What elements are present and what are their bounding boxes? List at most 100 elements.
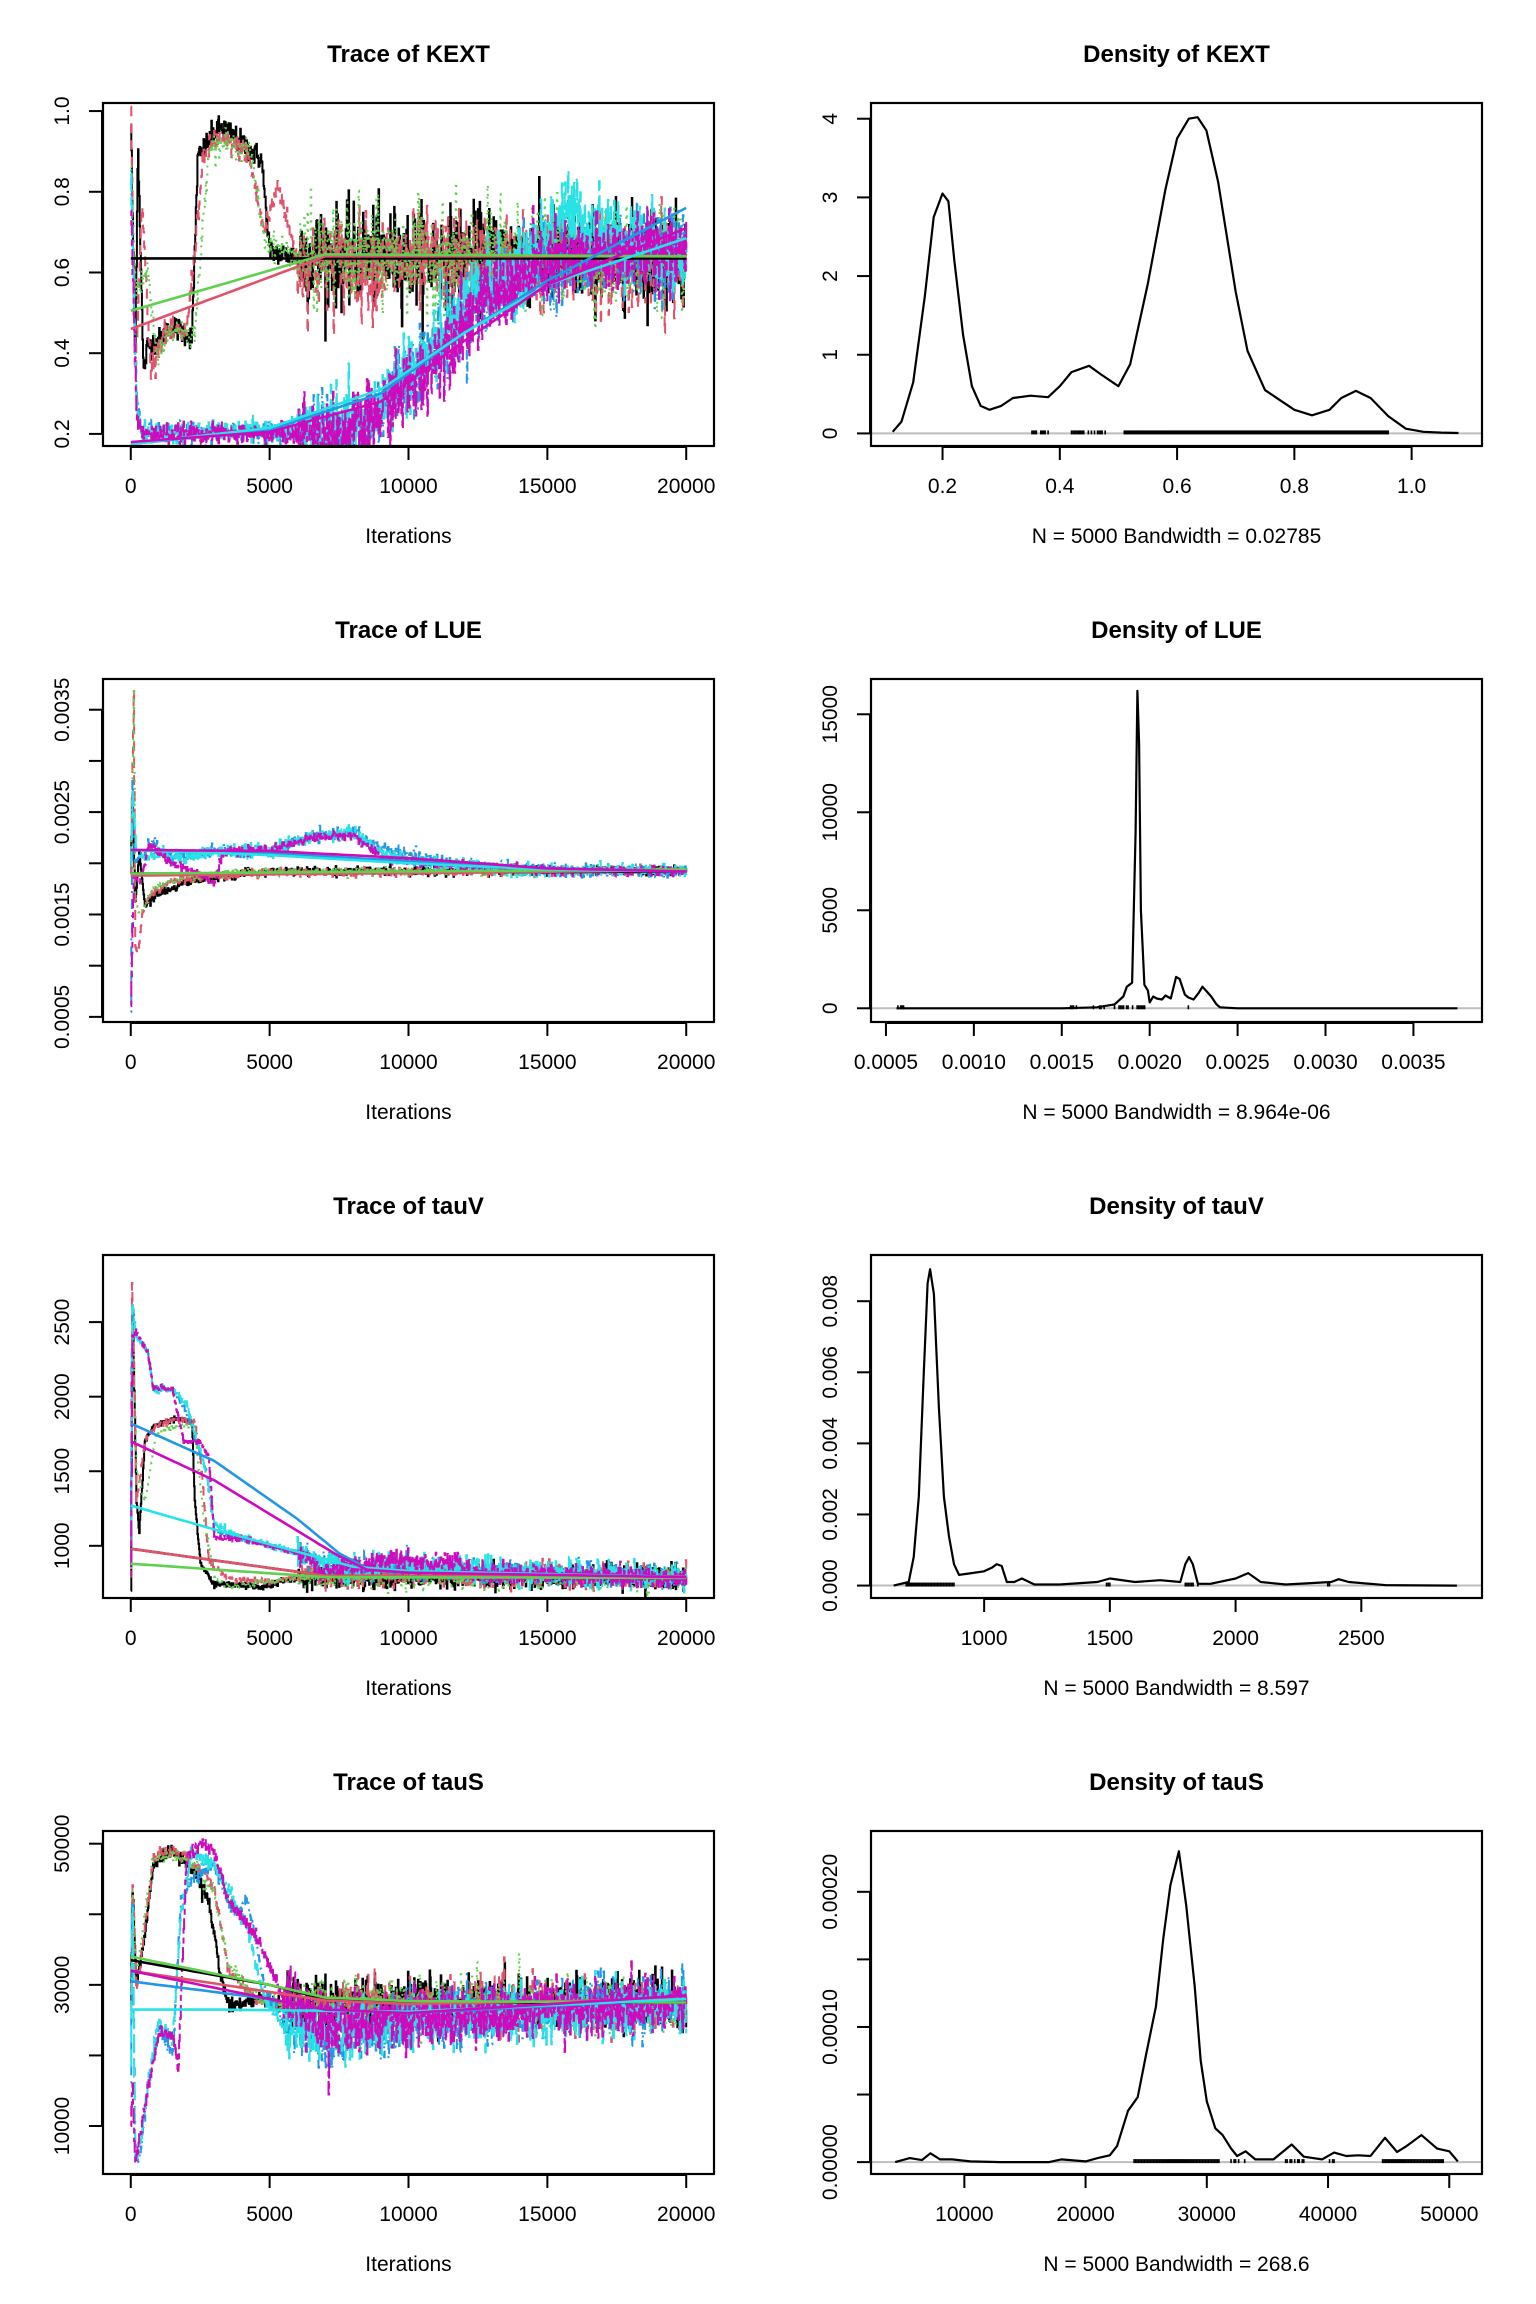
x-tick-label: 15000 xyxy=(518,2203,576,2226)
x-axis: 0 5000 10000 15000 20000 xyxy=(125,1022,715,1074)
smooth-line-chain6 xyxy=(130,1440,687,1579)
x-tick-label: 10000 xyxy=(379,2203,437,2226)
x-tick-label: 0.2 xyxy=(928,475,957,498)
chart-title: Trace of tauV xyxy=(333,1193,484,1220)
smooth-line-chain5 xyxy=(130,236,687,446)
x-tick-label: 0.6 xyxy=(1162,475,1191,498)
y-tick-label: 0.008 xyxy=(819,1275,842,1328)
trace-line-chain4 xyxy=(130,780,688,1013)
x-tick-label: 10000 xyxy=(379,1627,437,1650)
x-tick-label: 15000 xyxy=(518,475,576,498)
y-tick-label: 2500 xyxy=(51,1299,74,1346)
trace-lines xyxy=(130,105,688,446)
density-panel-density-of-taus: Density of tauS 10000 20000 30000 40000 50000… xyxy=(819,1769,1484,2276)
x-tick-label: 0 xyxy=(125,1627,137,1650)
trace-line-chain6 xyxy=(130,1838,688,2165)
x-tick-label: 5000 xyxy=(246,1051,293,1074)
x-tick-label: 20000 xyxy=(657,1051,715,1074)
x-tick-label: 0.0020 xyxy=(1118,1051,1182,1074)
x-tick-label: 5000 xyxy=(246,475,293,498)
y-tick-label: 0.00020 xyxy=(819,1854,842,1930)
x-axis-label: Iterations xyxy=(365,1101,451,1124)
x-tick-label: 10000 xyxy=(379,1051,437,1074)
y-tick-label: 1.0 xyxy=(51,96,74,125)
smooth-line-chain6 xyxy=(130,1969,687,2015)
x-tick-label: 0.0010 xyxy=(942,1051,1006,1074)
y-tick-label: 0.006 xyxy=(819,1346,842,1399)
x-tick-label: 1500 xyxy=(1087,1627,1134,1650)
x-tick-label: 40000 xyxy=(1299,2203,1357,2226)
rug-marks xyxy=(1031,430,1389,435)
y-axis: 0.00000 0.00010 0.00020 xyxy=(819,1854,871,2200)
x-axis-label: N = 5000 Bandwidth = 0.02785 xyxy=(1032,525,1322,548)
trace-line-chain3 xyxy=(130,687,688,915)
density-panel-density-of-kext: Density of KEXT 0.2 0.4 0.6 0.8 1.0 N = 5000 B… xyxy=(819,41,1484,548)
x-tick-label: 0 xyxy=(125,475,137,498)
x-tick-label: 30000 xyxy=(1178,2203,1236,2226)
rug-marks xyxy=(1133,2159,1445,2164)
x-tick-label: 5000 xyxy=(246,2203,293,2226)
x-axis: 0 5000 10000 15000 20000 xyxy=(125,2174,715,2226)
density-curve xyxy=(896,689,1458,1010)
x-axis: 10000 20000 30000 40000 50000 xyxy=(935,2174,1478,2226)
x-tick-label: 2000 xyxy=(1212,1627,1259,1650)
y-tick-label: 0.0015 xyxy=(51,882,74,946)
y-axis: 10000 30000 50000 xyxy=(51,1815,103,2155)
x-axis: 0.0005 0.0010 0.0015 0.0020 0.0025 0.0030 0.00… xyxy=(854,1022,1446,1074)
x-tick-label: 20000 xyxy=(1056,2203,1114,2226)
x-tick-label: 20000 xyxy=(657,2203,715,2226)
x-tick-label: 20000 xyxy=(657,475,715,498)
trace-lines xyxy=(130,687,688,1013)
trace-line-chain2 xyxy=(130,105,688,380)
chart-title: Trace of LUE xyxy=(335,617,482,644)
x-tick-label: 0.8 xyxy=(1280,475,1309,498)
x-axis-label: Iterations xyxy=(365,2253,451,2276)
x-tick-label: 15000 xyxy=(518,1051,576,1074)
y-tick-label: 0.0035 xyxy=(51,678,74,742)
trace-panel-trace-of-kext: Trace of KEXT 0 5000 10000 15000 20000 Iterati… xyxy=(51,41,715,548)
y-tick-label: 0 xyxy=(819,428,842,440)
x-tick-label: 0.0015 xyxy=(1030,1051,1094,1074)
x-tick-label: 20000 xyxy=(657,1627,715,1650)
x-axis: 1000 1500 2000 2500 xyxy=(961,1598,1385,1650)
trace-lines xyxy=(130,1838,688,2165)
x-tick-label: 0 xyxy=(125,2203,137,2226)
chart-title: Density of KEXT xyxy=(1083,41,1270,68)
y-tick-label: 4 xyxy=(819,113,842,125)
y-axis: 0.000 0.002 0.004 0.006 0.008 xyxy=(819,1275,871,1612)
smooth-line-chain3 xyxy=(130,1562,687,1580)
trace-line-chain2 xyxy=(130,1282,688,1595)
x-tick-label: 10000 xyxy=(379,475,437,498)
trace-line-chain6 xyxy=(130,1328,688,1592)
y-axis: 0 5000 10000 15000 xyxy=(819,685,871,1014)
y-tick-label: 30000 xyxy=(51,1956,74,2014)
x-tick-label: 0.0005 xyxy=(854,1051,918,1074)
y-axis: 0.2 0.4 0.6 0.8 1.0 xyxy=(51,96,103,448)
x-tick-label: 5000 xyxy=(246,1627,293,1650)
y-tick-label: 0.0005 xyxy=(51,985,74,1049)
y-axis: 0 1 2 3 4 xyxy=(819,113,871,440)
y-tick-label: 10000 xyxy=(819,783,842,841)
y-tick-label: 1500 xyxy=(51,1448,74,1495)
density-curve xyxy=(893,1268,1457,1587)
trace-panel-trace-of-tauv: Trace of tauV 0 5000 10000 15000 20000 Iterati… xyxy=(51,1193,715,1700)
chart-title: Density of LUE xyxy=(1091,617,1262,644)
x-axis: 0 5000 10000 15000 20000 xyxy=(125,446,715,498)
trace-panel-trace-of-lue: Trace of LUE 0 5000 10000 15000 20000 Iteratio… xyxy=(51,617,715,1124)
smooth-line-chain6 xyxy=(130,226,687,444)
y-tick-label: 0.00010 xyxy=(819,1989,842,2065)
x-axis: 0 5000 10000 15000 20000 xyxy=(125,1598,715,1650)
y-tick-label: 15000 xyxy=(819,685,842,743)
x-axis-label: N = 5000 Bandwidth = 8.597 xyxy=(1043,1677,1309,1700)
y-tick-label: 0.8 xyxy=(51,177,74,206)
x-tick-label: 2500 xyxy=(1338,1627,1385,1650)
y-tick-label: 0.000 xyxy=(819,1559,842,1612)
y-axis: 0.0005 0.0015 0.0025 0.0035 xyxy=(51,678,103,1049)
x-tick-label: 0 xyxy=(125,1051,137,1074)
x-axis: 0.2 0.4 0.6 0.8 1.0 xyxy=(928,446,1426,498)
x-axis-label: N = 5000 Bandwidth = 8.964e-06 xyxy=(1022,1101,1330,1124)
x-tick-label: 15000 xyxy=(518,1627,576,1650)
y-tick-label: 1000 xyxy=(51,1522,74,1569)
trace-line-chain6 xyxy=(130,205,688,446)
